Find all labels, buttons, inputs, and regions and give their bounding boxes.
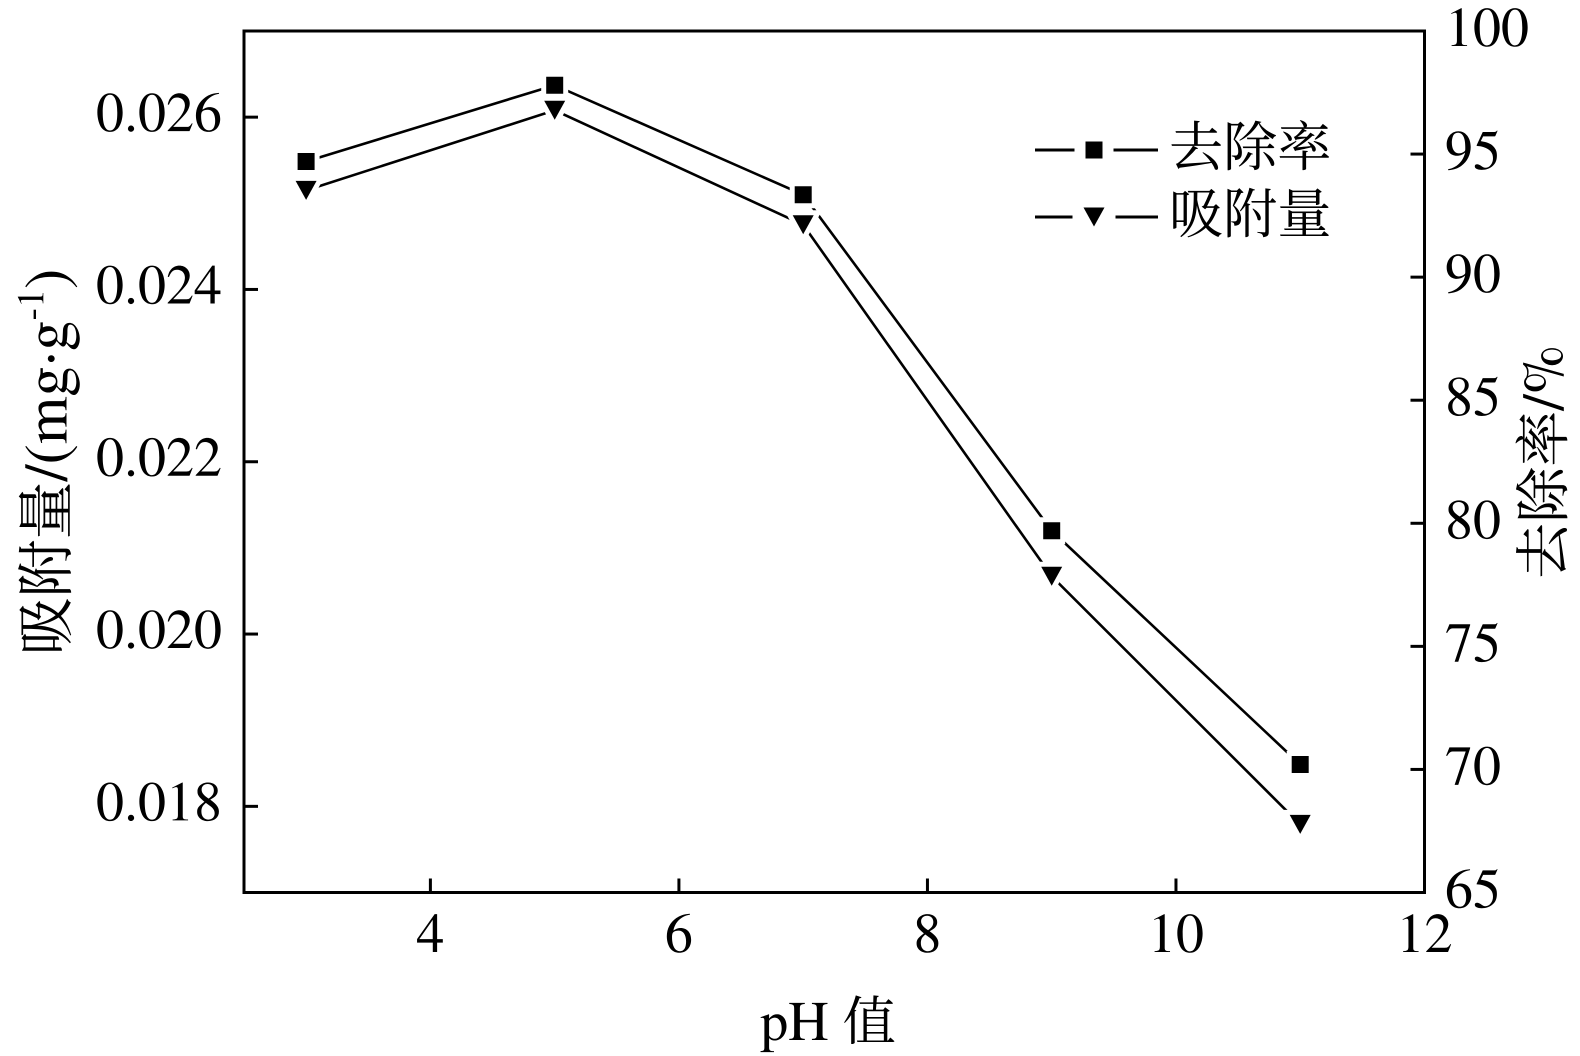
right-axis-title [1515,348,1568,577]
series-removal-rate [292,71,1314,778]
right-axis-tick-label [1451,8,1528,47]
right-axis-title [1515,348,1568,577]
square-marker [546,76,564,94]
x-axis-title [760,995,895,1053]
left-axis-tick-label [97,437,221,477]
triangle-down-marker [792,215,814,235]
legend-triangle-down-marker [1083,207,1105,227]
left-axis-tick-label [97,782,219,822]
legend-entry [1035,187,1329,238]
triangle-down-marker [1289,814,1311,834]
right-axis [1410,8,1528,909]
right-axis-tick-label [1448,500,1500,540]
triangle-down-marker [544,100,566,120]
left-axis [97,92,258,822]
left-axis-tick-label [97,92,221,132]
left-axis-title [17,271,80,651]
axes-frame [242,29,1426,894]
x-axis-tick-label [417,914,443,952]
left-axis-tick-label [97,610,221,649]
left-axis-tick-label [97,265,221,305]
left-axis-title [17,271,80,651]
x-axis-tick-label [1402,914,1452,952]
right-axis-tick-label [1446,254,1500,294]
square-marker [297,153,315,170]
square-marker [1291,756,1309,773]
right-axis-tick-label [1446,130,1498,171]
square-marker [1043,522,1061,540]
legend [1035,120,1330,238]
legend-label [1173,187,1329,238]
x-axis-title [760,995,895,1053]
right-axis-tick-label [1448,376,1498,416]
x-axis-tick-label [1154,914,1203,953]
square-marker [794,186,812,204]
legend-label [1171,120,1330,171]
x-axis-tick-label [666,913,692,953]
x-axis [417,878,1452,953]
legend-entry [1035,120,1330,171]
x-axis-tick-label [916,914,939,953]
right-axis-tick-label [1446,868,1498,909]
right-axis-tick-label [1446,746,1500,786]
triangle-down-marker [1041,566,1063,586]
series-adsorption [287,95,1320,845]
legend-square-marker [1085,141,1103,159]
right-axis-tick-label [1446,622,1498,663]
plot-frame [242,29,1426,894]
triangle-down-marker [295,180,317,200]
